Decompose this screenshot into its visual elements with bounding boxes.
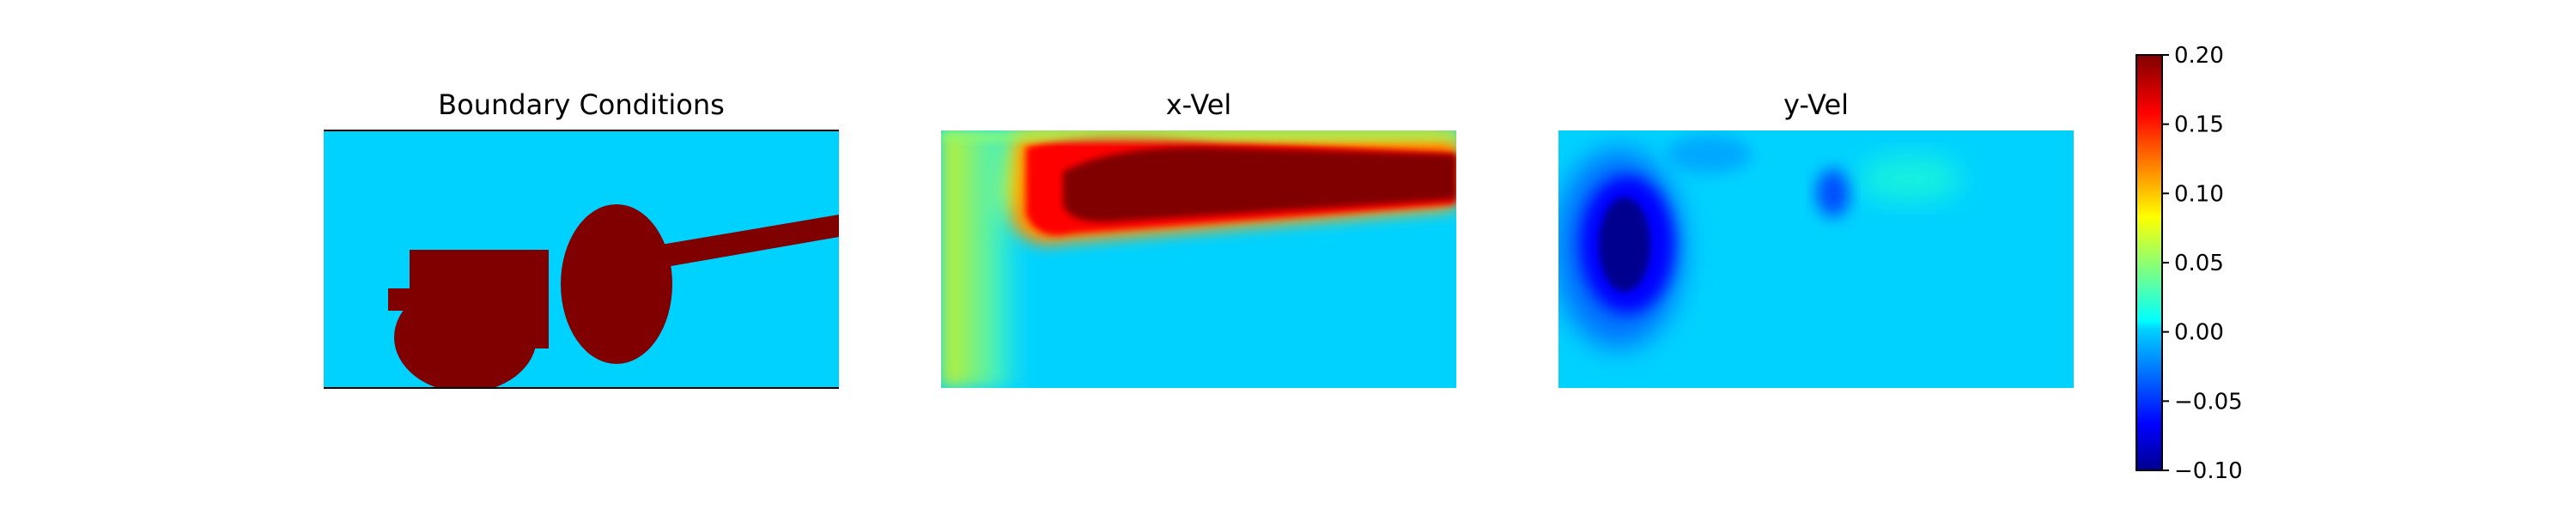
colorbar-tick-label: 0.15 — [2174, 112, 2224, 138]
yvel-upper-patch — [1666, 136, 1752, 173]
colorbar-tick-label: 0.20 — [2174, 43, 2224, 69]
colorbar-ticks: 0.20 0.15 0.10 0.05 0.00 −0.05 −0.10 — [2162, 43, 2243, 484]
xvel-field — [941, 130, 1456, 388]
obstacle-lower-ellipse — [394, 282, 537, 388]
obstacle-bar — [661, 215, 839, 268]
colorbar-tick-label: 0.05 — [2174, 251, 2224, 276]
panel-y-vel: y-Vel — [1558, 88, 2074, 388]
yvel-positive-patch — [1859, 156, 1962, 201]
panel-title-xvel: x-Vel — [1166, 88, 1232, 121]
boundary-field — [324, 130, 839, 388]
xvel-top-band — [941, 130, 1456, 142]
colorbar-tick-label: 0.00 — [2174, 320, 2224, 346]
colorbar-tick-label: 0.10 — [2174, 181, 2224, 207]
obstacle-ellipse — [561, 204, 672, 364]
colorbar-tick-label: −0.05 — [2174, 389, 2243, 415]
yvel-field — [1558, 130, 2074, 388]
panel-boundary-conditions: Boundary Conditions — [324, 88, 839, 389]
colorbar-tick-label: −0.10 — [2174, 458, 2243, 484]
panel-title-boundary: Boundary Conditions — [438, 88, 725, 121]
colorbar-gradient — [2136, 54, 2163, 471]
colorbar: 0.20 0.15 0.10 0.05 0.00 −0.05 −0.10 — [2136, 43, 2243, 484]
xvel-jet-core — [1063, 147, 1456, 222]
panel-title-yvel: y-Vel — [1783, 88, 1849, 121]
panel-x-vel: x-Vel — [941, 88, 1456, 388]
yvel-secondary-low — [1816, 169, 1850, 217]
yvel-low-core — [1599, 197, 1650, 292]
